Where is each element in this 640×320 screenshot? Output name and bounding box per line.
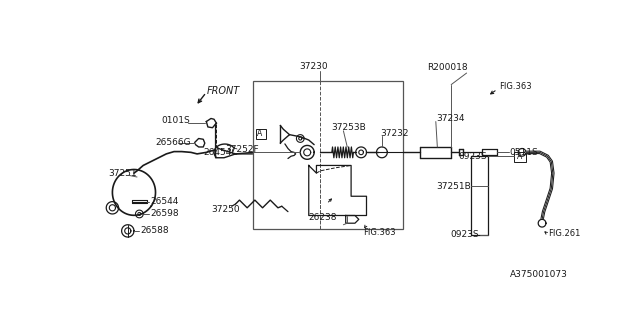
Bar xyxy=(255,129,266,139)
Polygon shape xyxy=(296,135,304,142)
Polygon shape xyxy=(300,145,314,159)
Text: 26598: 26598 xyxy=(150,210,179,219)
Text: A: A xyxy=(516,153,522,162)
Text: FRONT: FRONT xyxy=(207,86,241,96)
Text: A: A xyxy=(257,129,262,138)
Text: 37252F: 37252F xyxy=(225,145,259,154)
Text: R200018: R200018 xyxy=(427,63,468,72)
Polygon shape xyxy=(356,147,367,158)
Bar xyxy=(253,81,403,229)
Text: 26588: 26588 xyxy=(140,227,169,236)
Text: 0923S: 0923S xyxy=(451,230,479,239)
Text: 26454C: 26454C xyxy=(204,148,238,157)
Bar xyxy=(515,152,526,162)
Polygon shape xyxy=(538,219,546,227)
Text: 26566G: 26566G xyxy=(156,138,191,147)
Text: 37251: 37251 xyxy=(109,169,137,178)
Polygon shape xyxy=(136,210,143,218)
Polygon shape xyxy=(106,202,118,214)
Text: 26544: 26544 xyxy=(150,197,179,206)
Text: FIG.363: FIG.363 xyxy=(363,228,396,237)
Polygon shape xyxy=(518,148,526,156)
Text: 37232: 37232 xyxy=(380,129,409,138)
Text: 26238: 26238 xyxy=(308,212,337,221)
Text: 37230: 37230 xyxy=(300,62,328,71)
Text: FIG.363: FIG.363 xyxy=(499,82,532,91)
Polygon shape xyxy=(376,147,387,158)
Text: 0101S: 0101S xyxy=(162,116,191,125)
Text: 37234: 37234 xyxy=(436,114,464,123)
Text: 37253B: 37253B xyxy=(332,123,367,132)
Text: 37251B: 37251B xyxy=(436,182,471,191)
Text: 37250: 37250 xyxy=(211,205,239,214)
Text: 0923S: 0923S xyxy=(459,152,488,161)
Polygon shape xyxy=(122,225,134,237)
Text: A375001073: A375001073 xyxy=(509,269,568,278)
Text: 0511S: 0511S xyxy=(509,148,538,157)
Text: FIG.261: FIG.261 xyxy=(548,229,580,238)
